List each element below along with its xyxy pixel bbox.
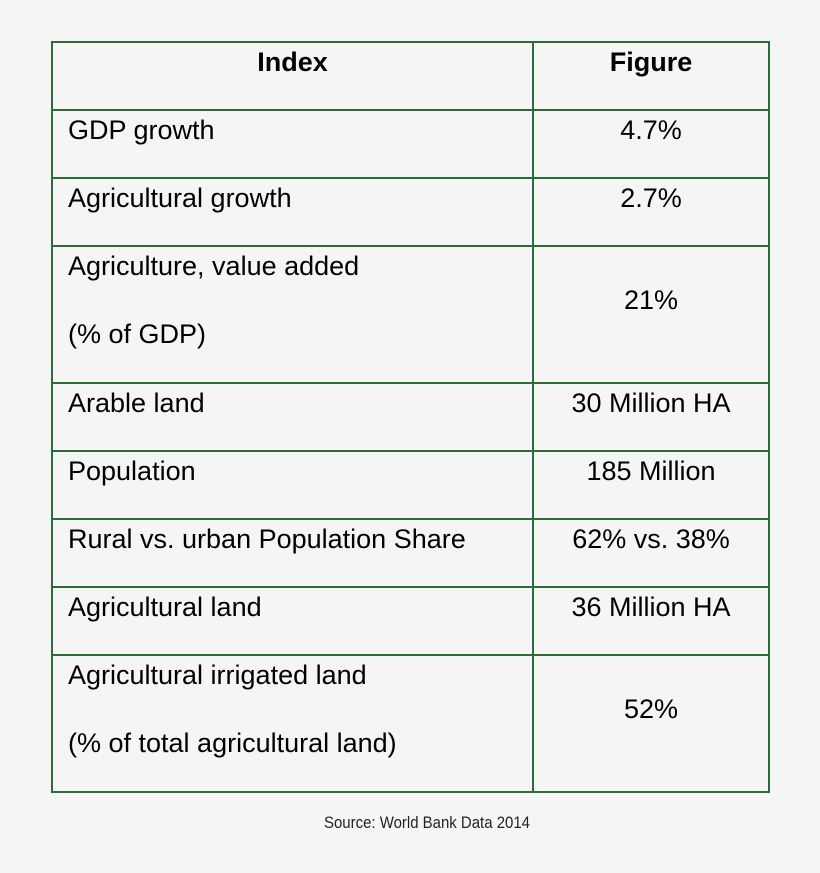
- figure-cell: 2.7%: [532, 177, 770, 247]
- header-figure: Figure: [532, 41, 770, 111]
- table-row: Population 185 Million: [51, 450, 770, 520]
- index-cell: Rural vs. urban Population Share: [51, 518, 534, 588]
- index-cell: Agricultural irrigated land (% of total …: [51, 654, 534, 793]
- table-row: Agricultural irrigated land (% of total …: [51, 654, 770, 793]
- index-cell: GDP growth: [51, 109, 534, 179]
- figure-cell: 30 Million HA: [532, 382, 770, 452]
- figure-cell: 4.7%: [532, 109, 770, 179]
- figure-cell: 52%: [532, 654, 770, 793]
- table-row: GDP growth 4.7%: [51, 109, 770, 179]
- figure-cell: 21%: [532, 245, 770, 384]
- index-cell: Population: [51, 450, 534, 520]
- table-row: Rural vs. urban Population Share 62% vs.…: [51, 518, 770, 588]
- table-row: Agriculture, value added (% of GDP) 21%: [51, 245, 770, 384]
- figure-cell: 62% vs. 38%: [532, 518, 770, 588]
- index-line-2: (% of GDP): [68, 319, 207, 349]
- index-cell: Agricultural land: [51, 586, 534, 656]
- index-cell: Arable land: [51, 382, 534, 452]
- index-line-1: Agriculture, value added: [68, 251, 360, 281]
- source-note: Source: World Bank Data 2014: [324, 813, 530, 832]
- table-row: Agricultural growth 2.7%: [51, 177, 770, 247]
- table-header-row: Index Figure: [51, 41, 770, 111]
- index-line-2: (% of total agricultural land): [68, 728, 397, 758]
- index-line-1: Agricultural irrigated land: [68, 660, 367, 690]
- table-row: Agricultural land 36 Million HA: [51, 586, 770, 656]
- index-cell: Agriculture, value added (% of GDP): [51, 245, 534, 384]
- figure-cell: 185 Million: [532, 450, 770, 520]
- header-index: Index: [51, 41, 534, 111]
- index-cell: Agricultural growth: [51, 177, 534, 247]
- figure-cell: 36 Million HA: [532, 586, 770, 656]
- indicator-table: Index Figure GDP growth 4.7% Agricultura…: [51, 41, 770, 793]
- table-row: Arable land 30 Million HA: [51, 382, 770, 452]
